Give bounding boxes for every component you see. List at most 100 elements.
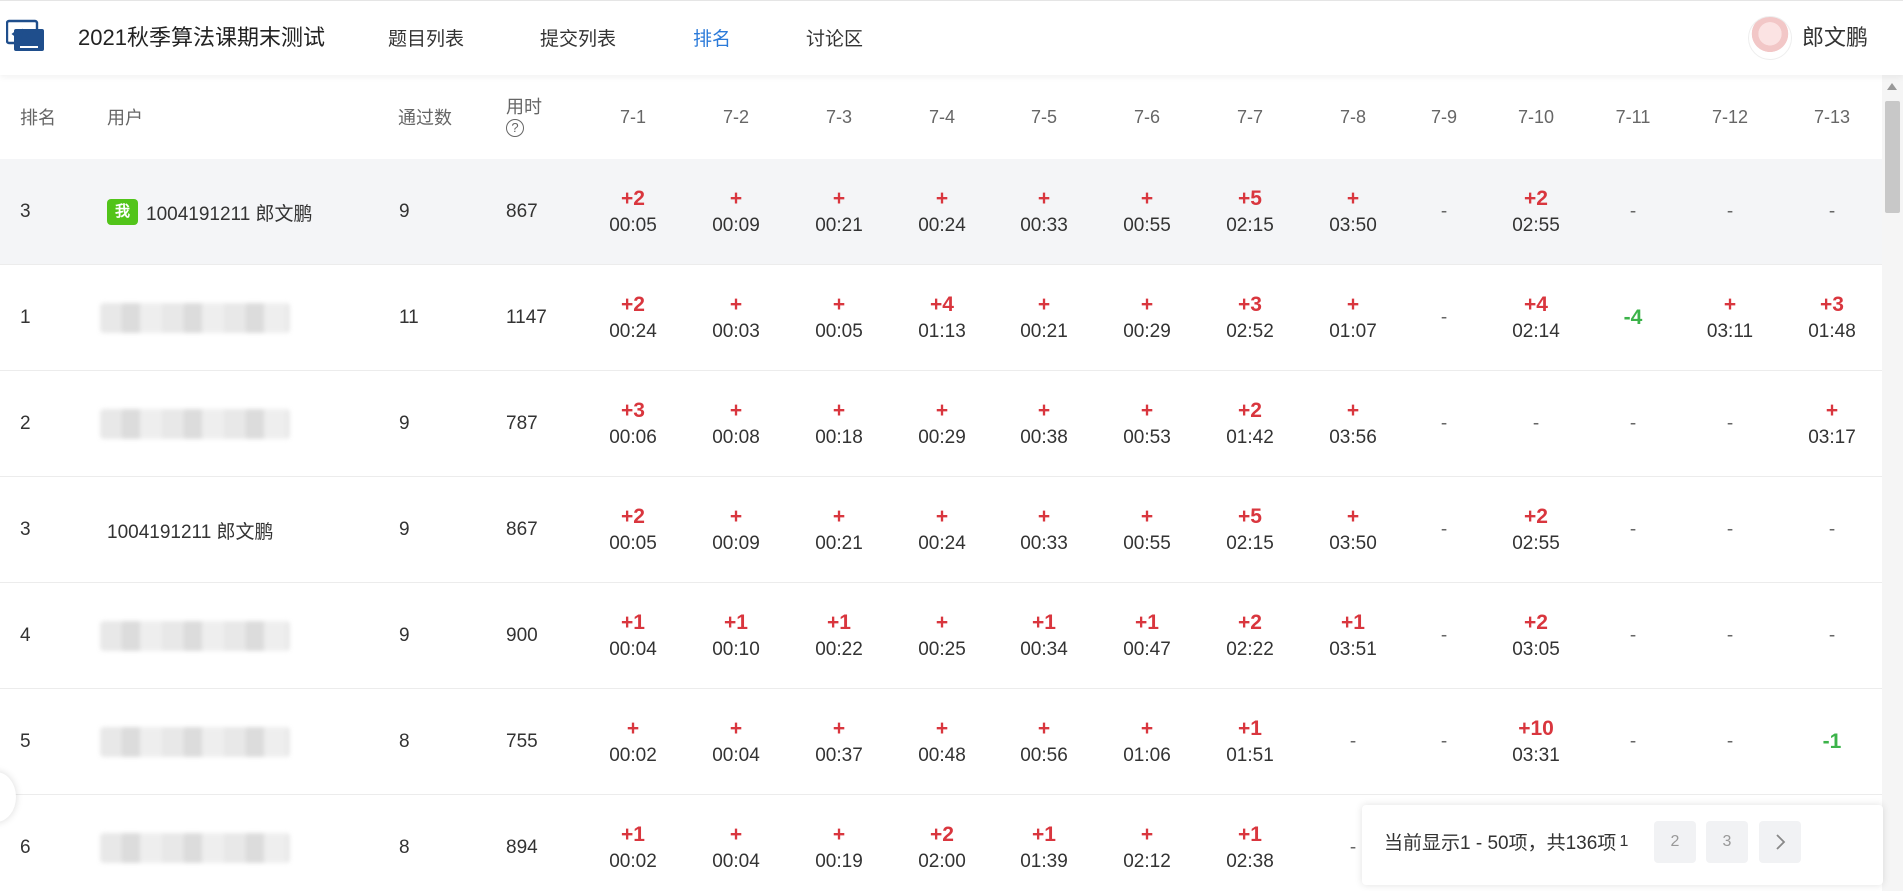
- problem-result-cell: +1 00:47: [1102, 583, 1192, 689]
- col-problem[interactable]: 7-2: [722, 106, 749, 127]
- col-problem[interactable]: 7-4: [928, 106, 955, 127]
- table-header: 排名 用户 通过数 用时 ? 7-1 7-2 7-3 7-4 7-5 7-6 7-7 7-8 7…: [0, 75, 1882, 159]
- rank-cell: 5: [20, 731, 31, 752]
- no-submission-dash: -: [1726, 519, 1734, 540]
- table-row: 3 1004191211 郎文鹏 9 867 +2 00:05 +00:09 +00:21 +0…: [0, 477, 1882, 583]
- accepted-mark: +3: [621, 399, 645, 422]
- problem-result-cell: +00:38: [999, 371, 1089, 477]
- avatar[interactable]: [1748, 16, 1792, 60]
- time-cell: 755: [506, 731, 538, 752]
- problem-result-cell: -4: [1588, 265, 1678, 371]
- page-button-3[interactable]: 3: [1706, 821, 1748, 863]
- problem-result-cell: +2 01:42: [1205, 371, 1295, 477]
- col-problem[interactable]: 7-13: [1813, 106, 1851, 127]
- time-cell: 867: [506, 201, 538, 222]
- accepted-time: 00:53: [1123, 427, 1171, 448]
- scrollbar[interactable]: [1882, 75, 1903, 891]
- accepted-time: 01:51: [1226, 745, 1274, 766]
- username[interactable]: 郎文鹏: [1802, 25, 1869, 50]
- problem-result-cell: +3 02:52: [1205, 265, 1295, 371]
- col-problem[interactable]: 7-6: [1133, 106, 1160, 127]
- accepted-mark: +: [626, 717, 640, 740]
- no-submission-dash: -: [1440, 731, 1448, 752]
- user-cell[interactable]: [100, 371, 290, 477]
- user-cell[interactable]: [100, 689, 290, 795]
- help-icon[interactable]: ?: [506, 119, 524, 137]
- user-cell[interactable]: 我 1004191211 郎文鹏: [107, 159, 313, 265]
- no-submission-dash: -: [1440, 519, 1448, 540]
- nav-discussion[interactable]: 讨论区: [806, 29, 864, 50]
- table-row: 6 8 894 +1 00:02 +00:04 +00:19 +2 02:00 +1 01:39 +0…: [0, 795, 1882, 891]
- accepted-mark: +2: [1238, 399, 1262, 422]
- no-submission-dash: -: [1349, 837, 1357, 858]
- accepted-time: 02:55: [1512, 215, 1560, 236]
- nav-problem-list[interactable]: 题目列表: [388, 29, 465, 50]
- page-button-1[interactable]: 1: [1619, 833, 1629, 850]
- accepted-time: 00:21: [1020, 321, 1068, 342]
- accepted-time: 00:08: [712, 427, 760, 448]
- accepted-mark: +10: [1518, 717, 1554, 740]
- accepted-time: 00:29: [918, 427, 966, 448]
- user-name: 1004191211 郎文鹏: [146, 203, 313, 225]
- no-submission-dash: -: [1828, 519, 1836, 540]
- problem-result-cell: -: [1308, 795, 1398, 891]
- accepted-mark: +: [1140, 823, 1154, 846]
- problem-result-cell: +00:48: [897, 689, 987, 795]
- nav-ranking[interactable]: 排名: [693, 29, 732, 50]
- scroll-thumb[interactable]: [1885, 101, 1900, 213]
- nav-submission-list[interactable]: 提交列表: [540, 29, 617, 50]
- no-submission-dash: -: [1629, 625, 1637, 646]
- user-cell[interactable]: [100, 265, 290, 371]
- accepted-mark: +2: [1524, 505, 1548, 528]
- col-problem[interactable]: 7-3: [825, 106, 852, 127]
- problem-result-cell: -: [1588, 689, 1678, 795]
- problem-result-cell: -: [1399, 689, 1489, 795]
- scroll-up-arrow-icon[interactable]: [1887, 83, 1897, 90]
- accepted-mark: +1: [621, 611, 645, 634]
- col-problem[interactable]: 7-12: [1711, 106, 1749, 127]
- page-button-2[interactable]: 2: [1654, 821, 1696, 863]
- accepted-time: 00:34: [1020, 639, 1068, 660]
- col-problem[interactable]: 7-10: [1517, 106, 1555, 127]
- accepted-time: 02:12: [1123, 851, 1171, 872]
- accepted-time: 01:48: [1808, 321, 1856, 342]
- accepted-mark: +2: [621, 505, 645, 528]
- accepted-time: 00:47: [1123, 639, 1171, 660]
- next-page-button[interactable]: [1759, 821, 1801, 863]
- rank-cell: 3: [20, 201, 31, 222]
- problem-result-cell: +5 02:15: [1205, 477, 1295, 583]
- problem-result-cell: +03:50: [1308, 477, 1398, 583]
- accepted-time: 00:55: [1123, 215, 1171, 236]
- user-cell[interactable]: [100, 795, 290, 891]
- accepted-time: 03:11: [1706, 321, 1754, 342]
- col-problem[interactable]: 7-7: [1236, 106, 1263, 127]
- side-drawer-handle[interactable]: [0, 772, 16, 822]
- col-problem[interactable]: 7-5: [1030, 106, 1057, 127]
- problem-result-cell: +2 00:24: [588, 265, 678, 371]
- user-cell[interactable]: 1004191211 郎文鹏: [107, 477, 274, 583]
- no-submission-dash: -: [1726, 201, 1734, 222]
- problem-result-cell: +2 00:05: [588, 477, 678, 583]
- accepted-mark: +: [1140, 399, 1154, 422]
- col-problem[interactable]: 7-1: [619, 106, 646, 127]
- user-cell[interactable]: [100, 583, 290, 689]
- col-problem[interactable]: 7-11: [1615, 106, 1651, 127]
- col-problem[interactable]: 7-9: [1430, 106, 1457, 127]
- code-logo-icon[interactable]: [6, 19, 46, 55]
- accepted-mark: +: [1037, 717, 1051, 740]
- col-problem[interactable]: 7-8: [1339, 106, 1366, 127]
- accepted-mark: +: [1140, 505, 1154, 528]
- accepted-mark: +1: [1341, 611, 1365, 634]
- accepted-mark: +: [1346, 399, 1360, 422]
- pagination: 当前显示1 - 50项，共136项 1 2 3: [1362, 805, 1883, 885]
- accepted-mark: +2: [1238, 611, 1262, 634]
- pagination-summary: 当前显示1 - 50项，共136项: [1384, 833, 1617, 854]
- problem-result-cell: +2 00:05: [588, 159, 678, 265]
- blurred-username: [100, 303, 290, 333]
- accepted-mark: +: [729, 187, 743, 210]
- app-title[interactable]: 2021秋季算法课期末测试: [78, 25, 325, 50]
- accepted-mark: +: [1037, 187, 1051, 210]
- problem-result-cell: +1 00:34: [999, 583, 1089, 689]
- accepted-time: 00:29: [1123, 321, 1171, 342]
- accepted-mark: +: [1346, 505, 1360, 528]
